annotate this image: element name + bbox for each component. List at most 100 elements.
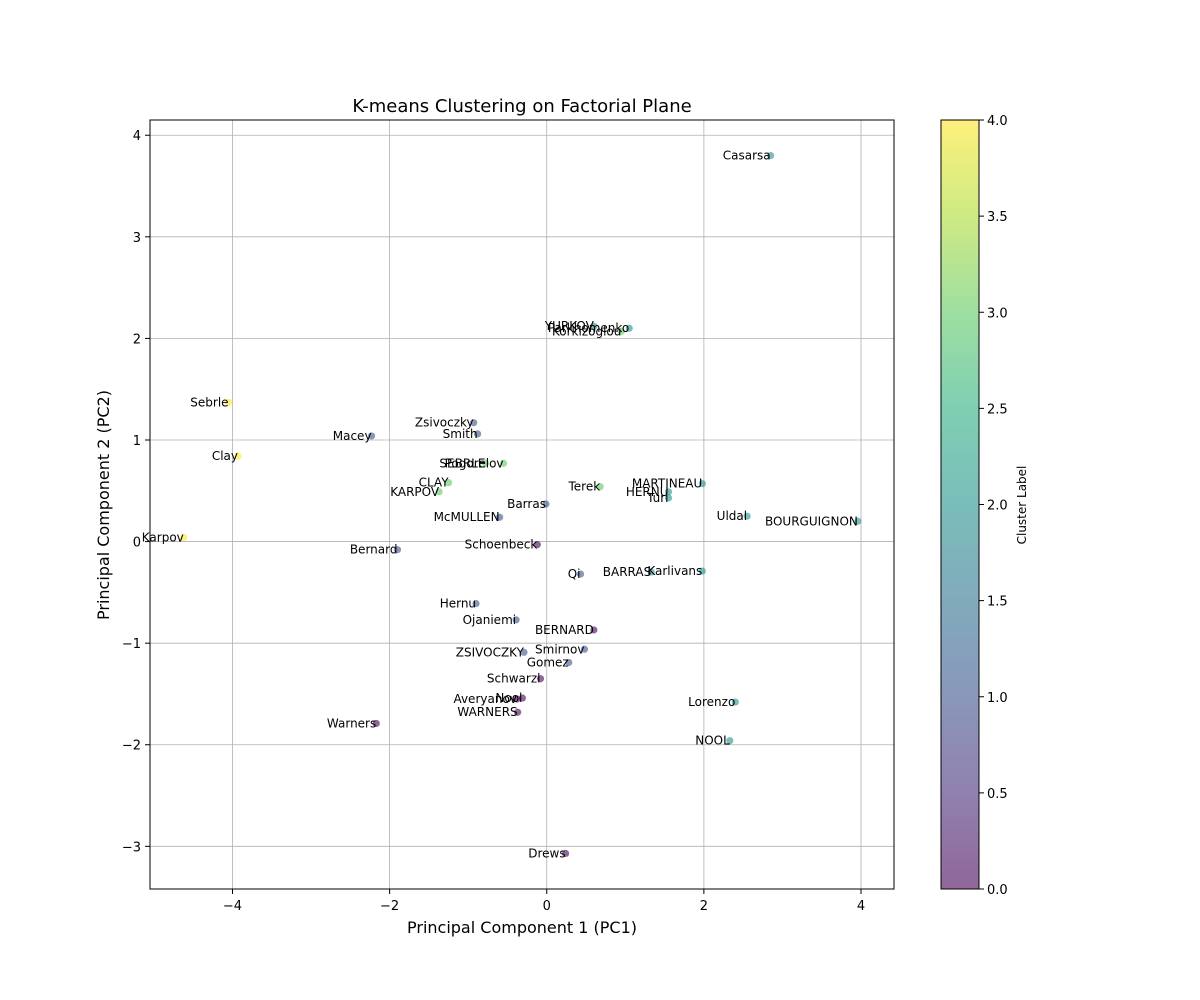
point-label: Lorenzo [688,695,735,709]
point-label: McMULLEN [434,510,500,524]
colorbar-tick-label: 0.0 [987,883,1008,898]
data-point [625,324,633,332]
data-point [470,419,478,427]
x-tick-label: 2 [700,899,708,914]
point-label: Turi [646,491,668,505]
data-point [474,430,482,438]
data-point [698,480,706,488]
point-label: BERNARD [535,623,594,637]
data-points [180,151,862,858]
y-axis-ticks: −3 −2 −1 0 1 2 3 4 [122,129,150,855]
x-axis-ticks: −4 −2 0 2 4 [223,889,865,914]
point-label: Barras [507,497,546,511]
point-label: Terek [567,480,600,494]
data-point [444,479,453,487]
point-label: Pogorelov [445,456,504,470]
data-point [698,567,706,575]
colorbar [941,120,979,889]
point-label: Ojaniemi [463,613,516,627]
colorbar-tick-label: 1.5 [987,595,1008,610]
point-label: Hernu [440,597,476,611]
data-point [520,648,528,656]
data-point [367,432,376,440]
data-point [743,512,751,520]
x-tick-label: −2 [380,899,399,914]
point-label: SEBRLE [439,456,485,470]
colorbar-tick-label: 3.5 [987,210,1008,225]
point-label: Bernard [350,543,398,557]
point-label: Gomez [527,655,569,669]
colorbar-tick-label: 2.0 [987,499,1008,514]
point-label: YURKOV [544,319,595,333]
point-label: HERNU [626,485,669,499]
y-tick-label: −1 [122,637,141,652]
point-label: Zsivoczky [415,416,474,430]
data-point [518,694,526,702]
y-tick-label: 2 [133,332,141,347]
data-point [234,452,242,460]
chart-title: K-means Clustering on Factorial Plane [352,96,691,117]
point-label: ZSIVOCZKY [456,645,525,659]
y-axis-label: Principal Component 2 (PC2) [94,390,113,620]
point-label: MARTINEAU [632,477,702,491]
data-point [513,695,521,703]
point-label: BARRAS [603,565,651,579]
point-label: Schwarzl [487,672,541,686]
point-label: Qi [568,567,581,581]
point-label: NOOL [695,734,730,748]
colorbar-ticks: 0.0 0.5 1.0 1.5 2.0 2.5 3.0 3.5 4.0 [979,114,1008,898]
colorbar-label: Cluster Label [1015,466,1029,545]
data-point [664,494,673,502]
data-point [499,459,508,467]
data-point [590,322,598,330]
x-axis-label: Principal Component 1 (PC1) [407,918,637,937]
colorbar-tick-label: 0.5 [987,787,1008,802]
point-label: Sebrle [190,395,228,409]
data-point [536,675,545,683]
point-label: Drews [528,846,565,860]
data-point [854,517,862,525]
colorbar-tick-label: 2.5 [987,402,1008,417]
point-label: Nool [495,691,522,705]
data-point [372,719,380,728]
colorbar-tick-label: 1.0 [987,691,1008,706]
point-label: Casarsa [723,149,771,163]
point-label: Uldal [717,509,747,523]
data-point [481,459,490,467]
point-label: Karlivans [647,564,702,578]
point-label: Karpov [142,531,184,545]
data-point [647,568,655,576]
data-point [393,546,402,554]
data-point [580,645,589,653]
point-label: Smirnov [535,642,584,656]
data-point [731,698,739,706]
point-label: Smith [443,427,478,441]
data-point [472,599,480,608]
y-tick-label: 0 [133,536,141,551]
data-point [565,658,573,667]
y-tick-label: 4 [133,129,141,144]
data-point [514,708,522,716]
colorbar-tick-label: 3.0 [987,306,1008,321]
data-point [180,533,188,542]
data-point [562,849,570,858]
point-label: KARPOV [390,485,440,499]
data-point [533,541,541,549]
x-tick-label: 0 [543,899,551,914]
point-label: Averyanov [453,692,516,706]
y-tick-label: −3 [122,840,141,855]
data-point [596,483,604,491]
point-label: BOURGUIGNON [765,514,858,528]
data-point [435,488,443,496]
y-tick-label: 3 [133,231,141,246]
data-point [726,737,734,745]
data-point [590,626,598,634]
point-label: Macey [333,429,372,443]
data-point [512,616,520,624]
point-label: CLAY [419,476,450,490]
y-tick-label: −2 [122,739,141,754]
x-tick-label: −4 [223,899,242,914]
